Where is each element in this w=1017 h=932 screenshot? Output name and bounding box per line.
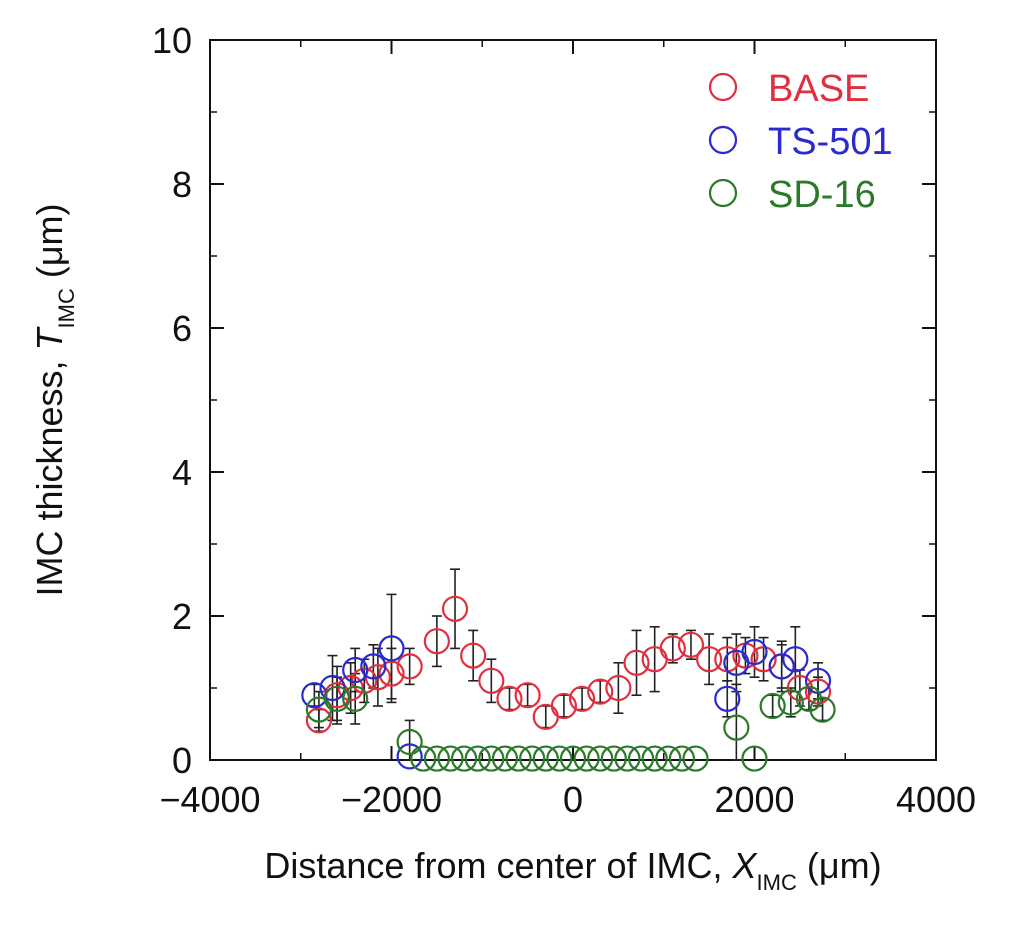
point-ts501 — [782, 646, 809, 673]
legend-marker-sd16 — [708, 178, 738, 208]
x-axis-title-subscript: IMC — [757, 870, 797, 895]
point-sd16 — [682, 745, 709, 772]
tick-labels: 0 2 4 6 8 10 −4000 −2000 0 2000 4000 — [152, 20, 976, 820]
point-sd16 — [614, 745, 641, 772]
point-sd16 — [451, 745, 478, 772]
point-sd16 — [396, 728, 423, 756]
point-sd16 — [777, 689, 804, 716]
point-sd16 — [668, 745, 696, 772]
point-base — [478, 667, 505, 694]
y-axis-title-subscript: IMC — [54, 288, 79, 328]
x-tick-label: −2000 — [341, 779, 442, 820]
point-sd16 — [627, 745, 655, 772]
y-tick-label: 4 — [172, 452, 192, 493]
point-base — [696, 646, 723, 673]
point-base — [460, 642, 487, 669]
point-sd16 — [323, 685, 351, 712]
point-base — [496, 685, 523, 712]
point-sd16 — [655, 745, 682, 772]
point-sd16 — [759, 692, 786, 720]
point-ts501 — [319, 674, 346, 702]
point-ts501 — [741, 638, 768, 666]
point-base — [514, 682, 541, 709]
y-axis-title-prefix: IMC thickness, — [29, 350, 70, 596]
point-sd16 — [342, 685, 369, 712]
point-sd16 — [532, 745, 559, 772]
point-sd16 — [809, 696, 836, 723]
point-sd16 — [478, 745, 505, 772]
y-axis-title-unit: (μm) — [29, 203, 70, 288]
y-tick-label: 0 — [172, 740, 192, 781]
point-ts501 — [396, 743, 423, 770]
point-base — [305, 707, 332, 734]
point-sd16 — [600, 745, 627, 772]
y-tick-label: 6 — [172, 308, 192, 349]
x-tick-label: 4000 — [896, 779, 976, 820]
plot-frame — [209, 39, 937, 761]
x-axis-title: Distance from center of IMC, XIMC (μm) — [264, 845, 881, 895]
point-sd16 — [546, 745, 573, 772]
y-tick-label: 2 — [172, 596, 192, 637]
legend-label-base: BASE — [768, 68, 869, 110]
point-sd16 — [723, 714, 750, 741]
point-ts501 — [804, 667, 832, 694]
legend-label-sd16: SD-16 — [768, 174, 876, 216]
point-ts501 — [714, 685, 741, 712]
point-base — [605, 674, 632, 702]
point-base — [568, 685, 596, 712]
point-base — [750, 646, 777, 673]
legend-marker-ts501 — [708, 125, 738, 155]
data-markers — [301, 595, 836, 772]
point-ts501 — [378, 635, 405, 662]
point-sd16 — [437, 745, 464, 772]
y-axis-title: IMC thickness, TIMC (μm) — [29, 203, 79, 596]
point-sd16 — [491, 745, 519, 772]
y-tick-label: 10 — [152, 20, 192, 61]
point-sd16 — [464, 745, 491, 772]
point-sd16 — [559, 745, 587, 772]
point-base — [378, 660, 405, 687]
point-ts501 — [768, 653, 795, 680]
x-tick-label: 2000 — [714, 779, 794, 820]
point-sd16 — [587, 745, 614, 772]
point-sd16 — [741, 745, 768, 772]
point-sd16 — [519, 745, 546, 772]
point-sd16 — [573, 745, 600, 772]
point-base — [550, 692, 578, 720]
point-base — [804, 678, 832, 705]
point-sd16 — [423, 745, 450, 772]
point-base — [623, 649, 650, 676]
x-axis-title-symbol: X — [732, 845, 759, 886]
legend: BASE TS-501 SD-16 — [708, 68, 893, 216]
legend-label-ts501: TS-501 — [768, 121, 893, 163]
point-ts501 — [360, 653, 387, 680]
legend-marker-base — [708, 72, 738, 102]
point-base — [396, 653, 423, 680]
point-base — [441, 595, 469, 622]
point-sd16 — [410, 745, 437, 772]
x-tick-label: 0 — [563, 779, 583, 820]
point-base — [677, 631, 705, 658]
point-sd16 — [505, 745, 532, 772]
y-tick-label: 8 — [172, 164, 192, 205]
x-axis-title-prefix: Distance from center of IMC, — [264, 845, 732, 886]
x-axis-title-unit: (μm) — [797, 845, 882, 886]
point-sd16 — [641, 745, 668, 772]
point-base — [423, 628, 450, 655]
point-ts501 — [342, 656, 369, 684]
point-base — [659, 635, 686, 662]
axis-ticks — [209, 39, 937, 761]
y-axis-title-symbol: T — [29, 325, 70, 350]
point-base — [587, 678, 614, 705]
x-tick-label: −4000 — [159, 779, 260, 820]
